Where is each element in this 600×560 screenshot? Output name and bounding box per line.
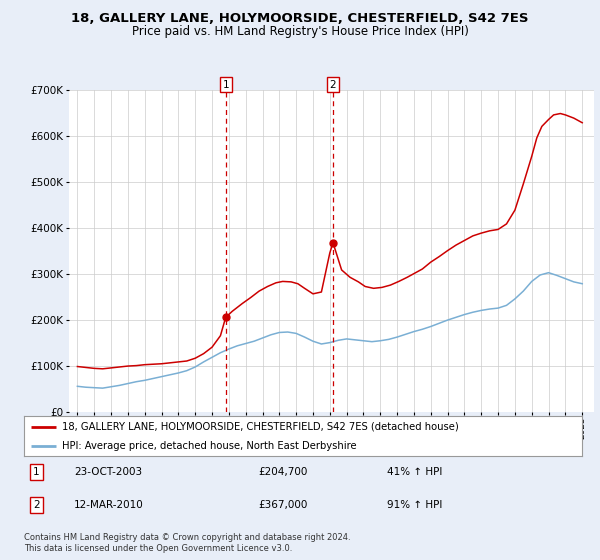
Text: 1: 1 <box>33 467 40 477</box>
Text: 2: 2 <box>330 80 337 90</box>
Text: This data is licensed under the Open Government Licence v3.0.: This data is licensed under the Open Gov… <box>24 544 292 553</box>
Text: 12-MAR-2010: 12-MAR-2010 <box>74 500 144 510</box>
Text: £204,700: £204,700 <box>259 467 308 477</box>
Text: 41% ↑ HPI: 41% ↑ HPI <box>387 467 442 477</box>
Text: Contains HM Land Registry data © Crown copyright and database right 2024.: Contains HM Land Registry data © Crown c… <box>24 533 350 542</box>
Text: £367,000: £367,000 <box>259 500 308 510</box>
Text: 18, GALLERY LANE, HOLYMOORSIDE, CHESTERFIELD, S42 7ES: 18, GALLERY LANE, HOLYMOORSIDE, CHESTERF… <box>71 12 529 25</box>
Text: 23-OCT-2003: 23-OCT-2003 <box>74 467 142 477</box>
Text: HPI: Average price, detached house, North East Derbyshire: HPI: Average price, detached house, Nort… <box>62 441 356 451</box>
Text: 1: 1 <box>223 80 229 90</box>
Text: 18, GALLERY LANE, HOLYMOORSIDE, CHESTERFIELD, S42 7ES (detached house): 18, GALLERY LANE, HOLYMOORSIDE, CHESTERF… <box>62 422 458 432</box>
Text: Price paid vs. HM Land Registry's House Price Index (HPI): Price paid vs. HM Land Registry's House … <box>131 25 469 38</box>
Text: 2: 2 <box>33 500 40 510</box>
Text: 91% ↑ HPI: 91% ↑ HPI <box>387 500 442 510</box>
